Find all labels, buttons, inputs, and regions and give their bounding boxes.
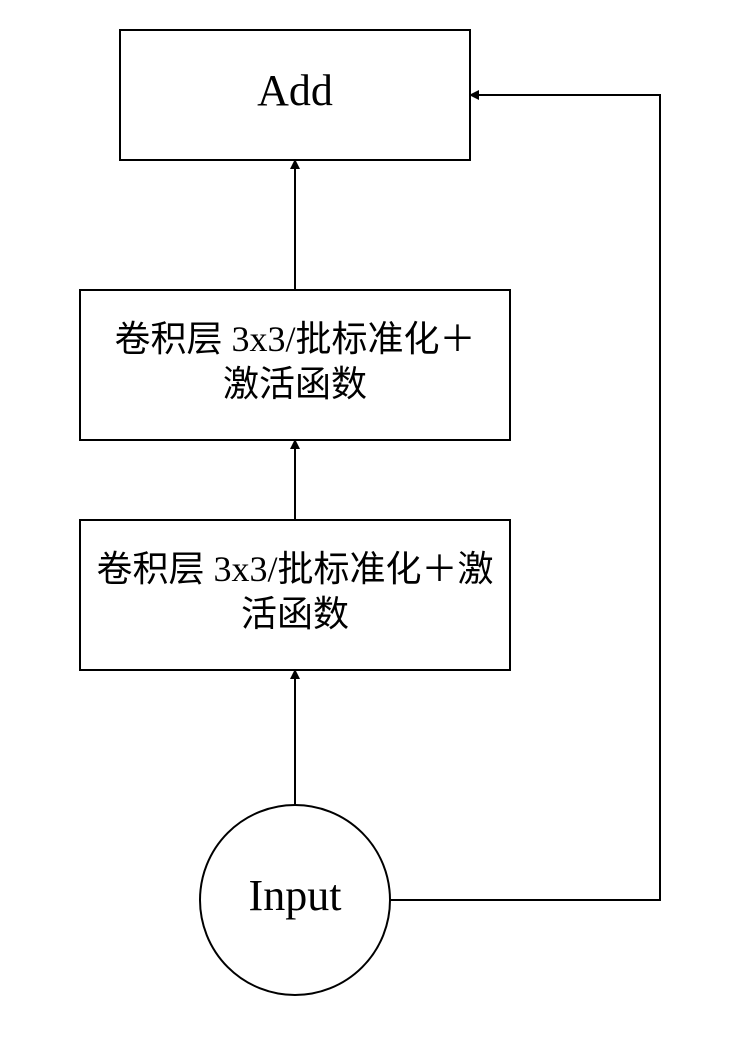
- node-conv1-label: 卷积层 3x3/批标准化＋激: [96, 549, 493, 589]
- node-conv1-label: 活函数: [241, 594, 349, 634]
- node-conv1: 卷积层 3x3/批标准化＋激活函数: [80, 520, 510, 670]
- node-conv2-label: 激活函数: [223, 364, 367, 404]
- node-add-label: Add: [257, 66, 333, 115]
- node-add: Add: [120, 30, 470, 160]
- node-input-label: Input: [249, 871, 342, 920]
- flowchart-canvas: Add卷积层 3x3/批标准化＋激活函数卷积层 3x3/批标准化＋激活函数Inp…: [0, 0, 742, 1040]
- edge-input-to-add: [390, 95, 660, 900]
- node-conv2-label: 卷积层 3x3/批标准化＋: [114, 319, 475, 359]
- node-input: Input: [200, 805, 390, 995]
- node-conv2: 卷积层 3x3/批标准化＋ 激活函数: [80, 290, 510, 440]
